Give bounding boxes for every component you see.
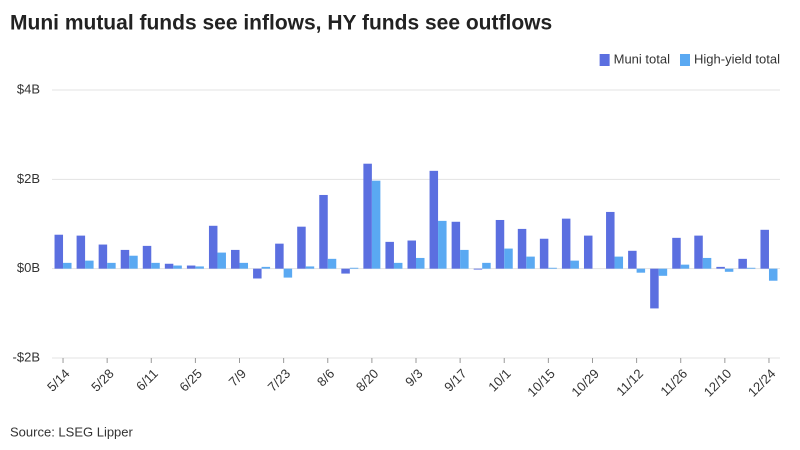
bar xyxy=(716,266,725,269)
bar xyxy=(606,211,615,269)
bar xyxy=(341,268,350,274)
y-tick-label: -$2B xyxy=(13,349,40,364)
bar xyxy=(482,262,491,269)
x-tick-label: 6/11 xyxy=(133,366,161,394)
y-tick-label: $4B xyxy=(17,81,40,96)
bar xyxy=(208,225,218,269)
bar xyxy=(319,194,328,269)
bar xyxy=(327,258,337,269)
bar xyxy=(636,268,646,273)
bar xyxy=(517,228,527,269)
bar xyxy=(217,252,226,269)
x-tick-label: 6/25 xyxy=(176,366,205,395)
bar xyxy=(231,249,240,269)
x-tick-label: 8/20 xyxy=(353,366,382,395)
bar xyxy=(724,268,734,272)
x-tick-label: 10/29 xyxy=(568,366,602,400)
bar xyxy=(680,264,690,269)
bar xyxy=(495,219,505,269)
legend-swatch xyxy=(680,54,690,66)
x-tick-label: 10/15 xyxy=(524,366,558,400)
y-tick-label: $2B xyxy=(17,171,40,186)
bar xyxy=(164,263,174,269)
bar xyxy=(261,266,271,269)
bar xyxy=(297,226,306,269)
bar xyxy=(371,180,381,269)
x-tick-label: 9/3 xyxy=(402,366,425,389)
bar xyxy=(85,260,94,269)
bar xyxy=(539,238,549,269)
bar xyxy=(694,235,703,269)
bar xyxy=(107,262,116,269)
bar xyxy=(650,268,659,309)
chart-title: Muni mutual funds see inflows, HY funds … xyxy=(10,12,552,35)
bar xyxy=(283,268,293,278)
bar xyxy=(738,258,747,269)
bar xyxy=(702,257,712,269)
bar xyxy=(253,268,262,279)
legend-label: High-yield total xyxy=(694,51,780,66)
bar xyxy=(561,218,571,269)
bar xyxy=(54,234,64,269)
bar xyxy=(393,262,403,269)
bar xyxy=(548,267,557,269)
bar xyxy=(628,250,637,269)
bar xyxy=(63,262,72,269)
bar xyxy=(460,249,469,269)
bar xyxy=(451,221,461,269)
bar xyxy=(526,256,535,269)
bar xyxy=(438,220,447,269)
bar xyxy=(76,235,86,269)
x-tick-label: 9/17 xyxy=(441,366,470,395)
bar xyxy=(473,268,483,270)
x-tick-label: 10/1 xyxy=(485,366,514,395)
x-tick-label: 12/10 xyxy=(701,366,735,400)
bar xyxy=(129,255,138,269)
legend-swatch xyxy=(599,54,610,66)
x-tick-label: 7/9 xyxy=(226,366,249,389)
bar xyxy=(305,266,315,269)
x-tick-label: 12/24 xyxy=(745,366,779,400)
bar xyxy=(275,243,284,269)
bar xyxy=(760,229,769,269)
bar xyxy=(142,245,152,269)
bar xyxy=(239,262,249,269)
bar xyxy=(363,163,372,269)
bar xyxy=(385,241,394,269)
bar xyxy=(349,267,359,269)
y-tick-label: $0B xyxy=(17,260,40,275)
bar xyxy=(416,257,425,269)
x-tick-label: 7/23 xyxy=(265,366,294,395)
bar xyxy=(151,262,160,269)
bar xyxy=(570,260,579,269)
bar xyxy=(768,268,778,281)
bar xyxy=(504,248,513,269)
bar xyxy=(614,256,624,269)
x-tick-label: 5/14 xyxy=(44,366,73,395)
bar xyxy=(173,265,182,269)
bar xyxy=(120,249,130,269)
x-tick-label: 11/12 xyxy=(613,366,646,399)
legend-label: Muni total xyxy=(614,51,670,66)
bar xyxy=(429,170,439,269)
bar xyxy=(195,266,204,269)
bar xyxy=(583,235,593,269)
bar xyxy=(658,268,668,276)
x-tick-label: 5/28 xyxy=(88,366,117,395)
source: Source: LSEG Lipper xyxy=(10,424,134,439)
x-tick-label: 11/26 xyxy=(657,366,690,399)
bar xyxy=(407,240,416,269)
x-tick-label: 8/6 xyxy=(314,366,337,389)
bar xyxy=(98,244,108,269)
bar xyxy=(186,265,196,269)
bar xyxy=(746,267,756,269)
bar xyxy=(672,237,681,269)
